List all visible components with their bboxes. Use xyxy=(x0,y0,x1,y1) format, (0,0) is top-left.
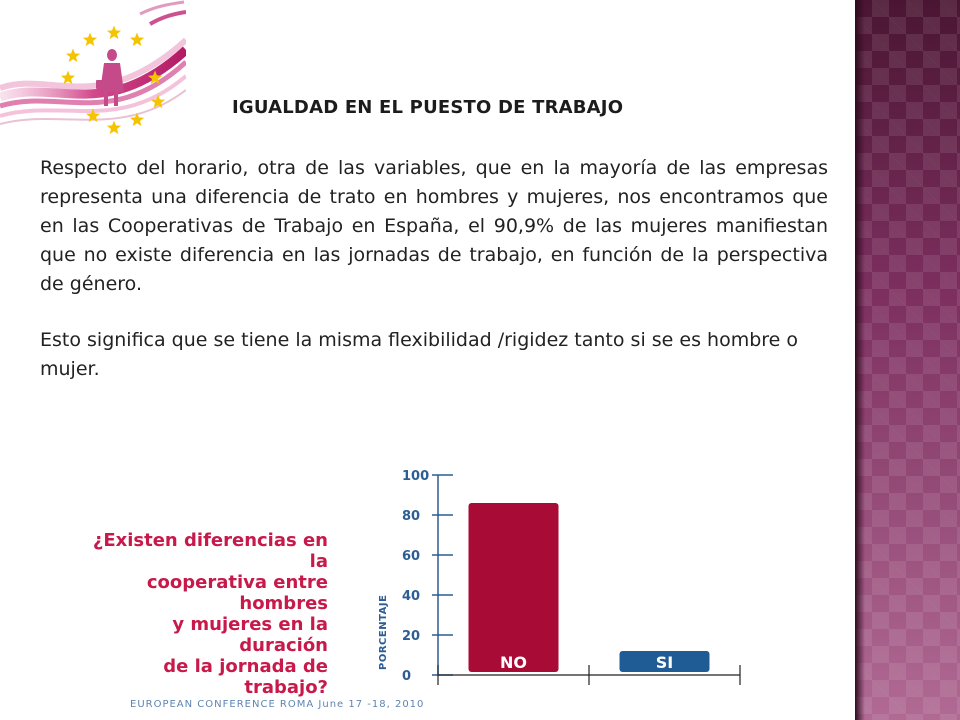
body-paragraph-1: Respecto del horario, otra de las variab… xyxy=(40,157,828,295)
chart-question-title: ¿Existen diferencias en la cooperativa e… xyxy=(80,530,328,698)
star-icon xyxy=(82,32,98,47)
star-icon xyxy=(65,48,81,63)
footer-text: EUROPEAN CONFERENCE ROMA June 17 -18, 20… xyxy=(130,699,425,710)
y-tick-label: 80 xyxy=(402,509,420,524)
bar-category-label: NO xyxy=(500,653,527,672)
y-tick-label: 40 xyxy=(402,589,420,604)
decorative-side-panel xyxy=(855,0,960,720)
y-tick-label: 60 xyxy=(402,549,420,564)
page-title: IGUALDAD EN EL PUESTO DE TRABAJO xyxy=(232,97,624,118)
chart-title-line: de la jornada de trabajo? xyxy=(163,656,328,698)
y-tick-label: 20 xyxy=(402,629,420,644)
star-icon xyxy=(60,70,76,85)
bar xyxy=(468,503,559,672)
star-icon xyxy=(85,108,101,123)
chart-title-line: ¿Existen diferencias en la xyxy=(92,530,328,572)
star-icon xyxy=(106,120,122,135)
eu-stars-woman-logo-icon xyxy=(0,0,190,135)
star-icon xyxy=(150,94,166,109)
star-icon xyxy=(147,70,163,85)
star-icon xyxy=(106,25,122,40)
bar xyxy=(619,651,710,672)
star-icon xyxy=(129,112,145,127)
chart-title-line: y mujeres en la duración xyxy=(172,614,328,656)
y-tick-label: 0 xyxy=(402,669,411,684)
star-icon xyxy=(129,32,145,47)
bar-chart-svg: 0 20 40 60 80 100 PORCENTAJE NO SI xyxy=(378,469,741,685)
chart-title-line: cooperativa entre hombres xyxy=(146,572,328,614)
body-paragraph-2: Esto significa que se tiene la misma fle… xyxy=(40,329,799,380)
bar-chart: 0 20 40 60 80 100 PORCENTAJE NO SI xyxy=(360,455,760,699)
y-tick-label: 100 xyxy=(402,469,429,484)
bar-category-label: SI xyxy=(656,653,673,672)
y-axis-title: PORCENTAJE xyxy=(378,595,389,670)
